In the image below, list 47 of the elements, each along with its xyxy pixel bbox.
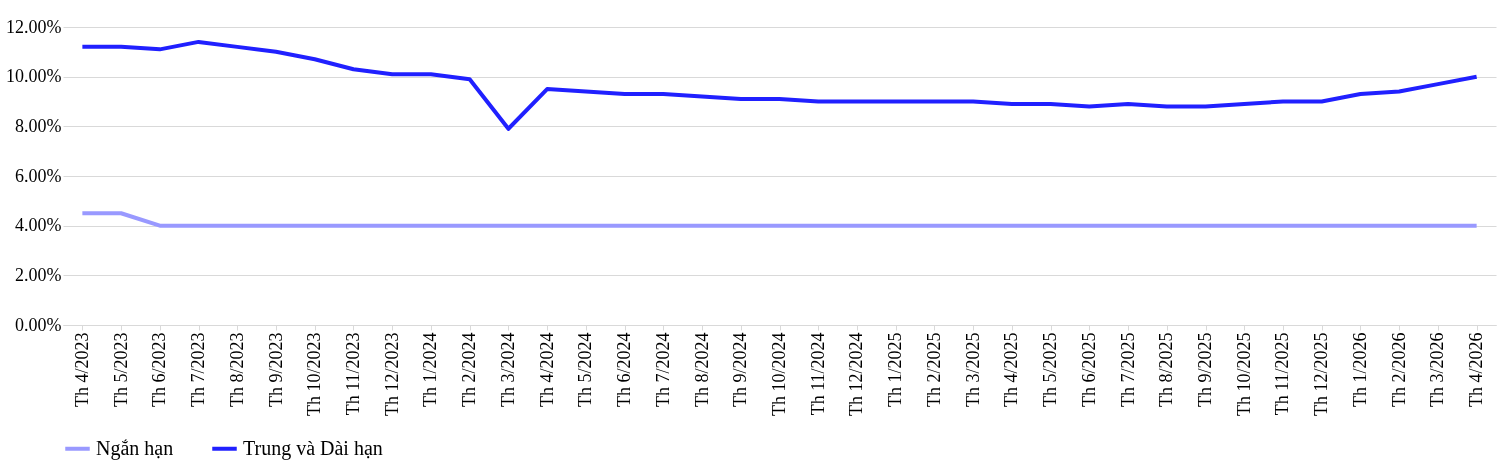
y-tick-label: 4.00% [15, 215, 62, 236]
x-tick-label: Th 7/2025 [1117, 332, 1138, 407]
x-tick-label: Th 7/2024 [652, 332, 673, 407]
x-tick-label: Th 8/2025 [1156, 332, 1177, 407]
x-tick-label: Th 4/2026 [1466, 332, 1487, 407]
y-tick-label: 12.00% [6, 16, 62, 37]
y-tick-label: 2.00% [15, 264, 62, 285]
x-tick-label: Th 4/2024 [536, 332, 557, 407]
x-tick-label: Th 10/2025 [1233, 332, 1254, 416]
x-tick-label: Th 12/2024 [846, 332, 867, 416]
x-tick-label: Th 9/2024 [730, 332, 751, 407]
x-tick-label: Th 12/2023 [381, 332, 402, 416]
x-tick-label: Th 5/2024 [575, 332, 596, 407]
x-tick-label: Th 1/2025 [885, 332, 906, 407]
x-tick-label: Th 9/2023 [265, 332, 286, 407]
x-tick-label: Th 2/2025 [923, 332, 944, 407]
x-tick-label: Th 10/2023 [304, 332, 325, 416]
x-tick-label: Th 6/2025 [1078, 332, 1099, 407]
y-tick-label: 6.00% [15, 165, 62, 186]
x-tick-label: Th 6/2023 [149, 332, 170, 407]
x-tick-label: Th 1/2024 [420, 332, 441, 407]
x-tick-label: Th 4/2023 [71, 332, 92, 407]
x-tick-label: Th 8/2024 [691, 332, 712, 407]
y-tick-label: 8.00% [15, 115, 62, 136]
x-tick-label: Th 5/2025 [1040, 332, 1061, 407]
x-tick-label: Th 2/2024 [459, 332, 480, 407]
y-tick-label: 10.00% [6, 66, 62, 87]
x-tick-label: Th 12/2025 [1311, 332, 1332, 416]
x-tick-label: Th 6/2024 [614, 332, 635, 407]
x-tick-label: Th 11/2023 [342, 332, 363, 416]
x-tick-label: Th 11/2024 [807, 332, 828, 416]
x-tick-label: Th 5/2023 [110, 332, 131, 407]
legend-label: Trung và Dài hạn [243, 436, 383, 460]
legend-label: Ngắn hạn [96, 436, 174, 460]
y-tick-label: 0.00% [15, 314, 62, 335]
x-tick-label: Th 9/2025 [1195, 332, 1216, 407]
x-tick-label: Th 10/2024 [769, 332, 789, 416]
x-tick-label: Th 2/2026 [1388, 332, 1409, 407]
line-series [80, 39, 1479, 131]
x-tick-label: Th 11/2025 [1272, 332, 1293, 416]
x-tick-label: Th 1/2026 [1349, 332, 1370, 407]
x-tick-label: Th 3/2026 [1427, 332, 1448, 407]
x-tick-label: Th 4/2025 [1001, 332, 1022, 407]
x-tick-label: Th 3/2025 [962, 332, 983, 407]
x-tick-label: Th 7/2023 [188, 332, 209, 407]
x-tick-label: Th 3/2024 [497, 332, 518, 407]
x-tick-label: Th 8/2023 [226, 332, 247, 407]
